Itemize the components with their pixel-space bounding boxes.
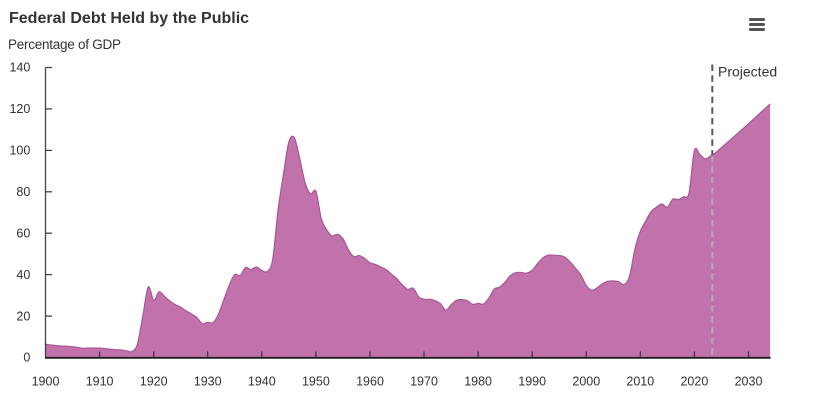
svg-text:120: 120 xyxy=(9,102,30,116)
svg-text:1940: 1940 xyxy=(248,375,276,389)
svg-text:2000: 2000 xyxy=(572,375,600,389)
svg-text:2020: 2020 xyxy=(680,375,708,389)
svg-text:20: 20 xyxy=(16,309,30,323)
svg-text:1980: 1980 xyxy=(464,375,492,389)
svg-text:60: 60 xyxy=(16,226,30,240)
svg-text:2030: 2030 xyxy=(735,375,763,389)
svg-text:140: 140 xyxy=(9,61,30,75)
svg-text:1950: 1950 xyxy=(302,375,330,389)
svg-text:1960: 1960 xyxy=(356,375,384,389)
svg-text:100: 100 xyxy=(9,144,30,158)
svg-text:1910: 1910 xyxy=(86,375,114,389)
svg-text:2010: 2010 xyxy=(626,375,654,389)
svg-text:1900: 1900 xyxy=(32,375,60,389)
svg-text:1920: 1920 xyxy=(140,375,168,389)
svg-text:0: 0 xyxy=(23,351,30,365)
svg-text:40: 40 xyxy=(16,268,30,282)
svg-text:1930: 1930 xyxy=(194,375,222,389)
svg-text:1970: 1970 xyxy=(410,375,438,389)
svg-text:80: 80 xyxy=(16,185,30,199)
svg-text:Projected: Projected xyxy=(718,64,777,80)
svg-text:1990: 1990 xyxy=(518,375,546,389)
